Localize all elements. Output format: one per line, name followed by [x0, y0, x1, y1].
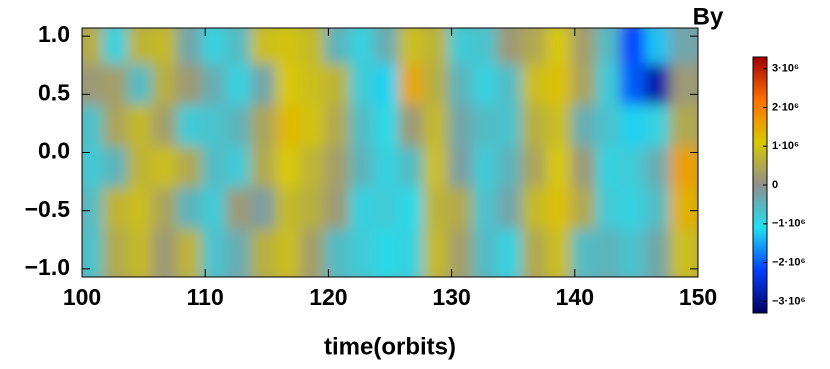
x-tick-label: 110: [187, 284, 224, 310]
colorbar-tick-label: 1·10⁶: [772, 140, 799, 152]
colorbar-tick-label: 3·10⁶: [772, 63, 799, 75]
y-tick-label: 1.0: [38, 21, 70, 47]
heatmap-cells: [82, 28, 698, 277]
x-tick-label: 140: [556, 284, 594, 310]
heatmap: [82, 28, 698, 277]
colorbar-tick-label: −2·10⁶: [772, 256, 806, 268]
y-tick-label: −0.5: [25, 196, 71, 222]
colorbar-tick-label: 0: [772, 179, 778, 191]
x-axis-label: time(orbits): [324, 333, 456, 360]
y-tick-label: 0.0: [38, 138, 70, 164]
x-tick-label: 130: [432, 284, 470, 310]
y-tick-label: 0.5: [38, 79, 70, 105]
heatmap-cell: [669, 229, 698, 277]
colorbar-tick-label: −1·10⁶: [772, 218, 806, 230]
x-tick-label: 100: [63, 284, 101, 310]
x-tick-label: 120: [309, 284, 347, 310]
colorbar-tick-label: −3·10⁶: [772, 295, 806, 307]
colorbar-tick-label: 2·10⁶: [772, 101, 799, 113]
chart-title: By: [693, 3, 724, 30]
x-tick-label: 150: [679, 284, 717, 310]
y-tick-label: −1.0: [25, 254, 70, 280]
